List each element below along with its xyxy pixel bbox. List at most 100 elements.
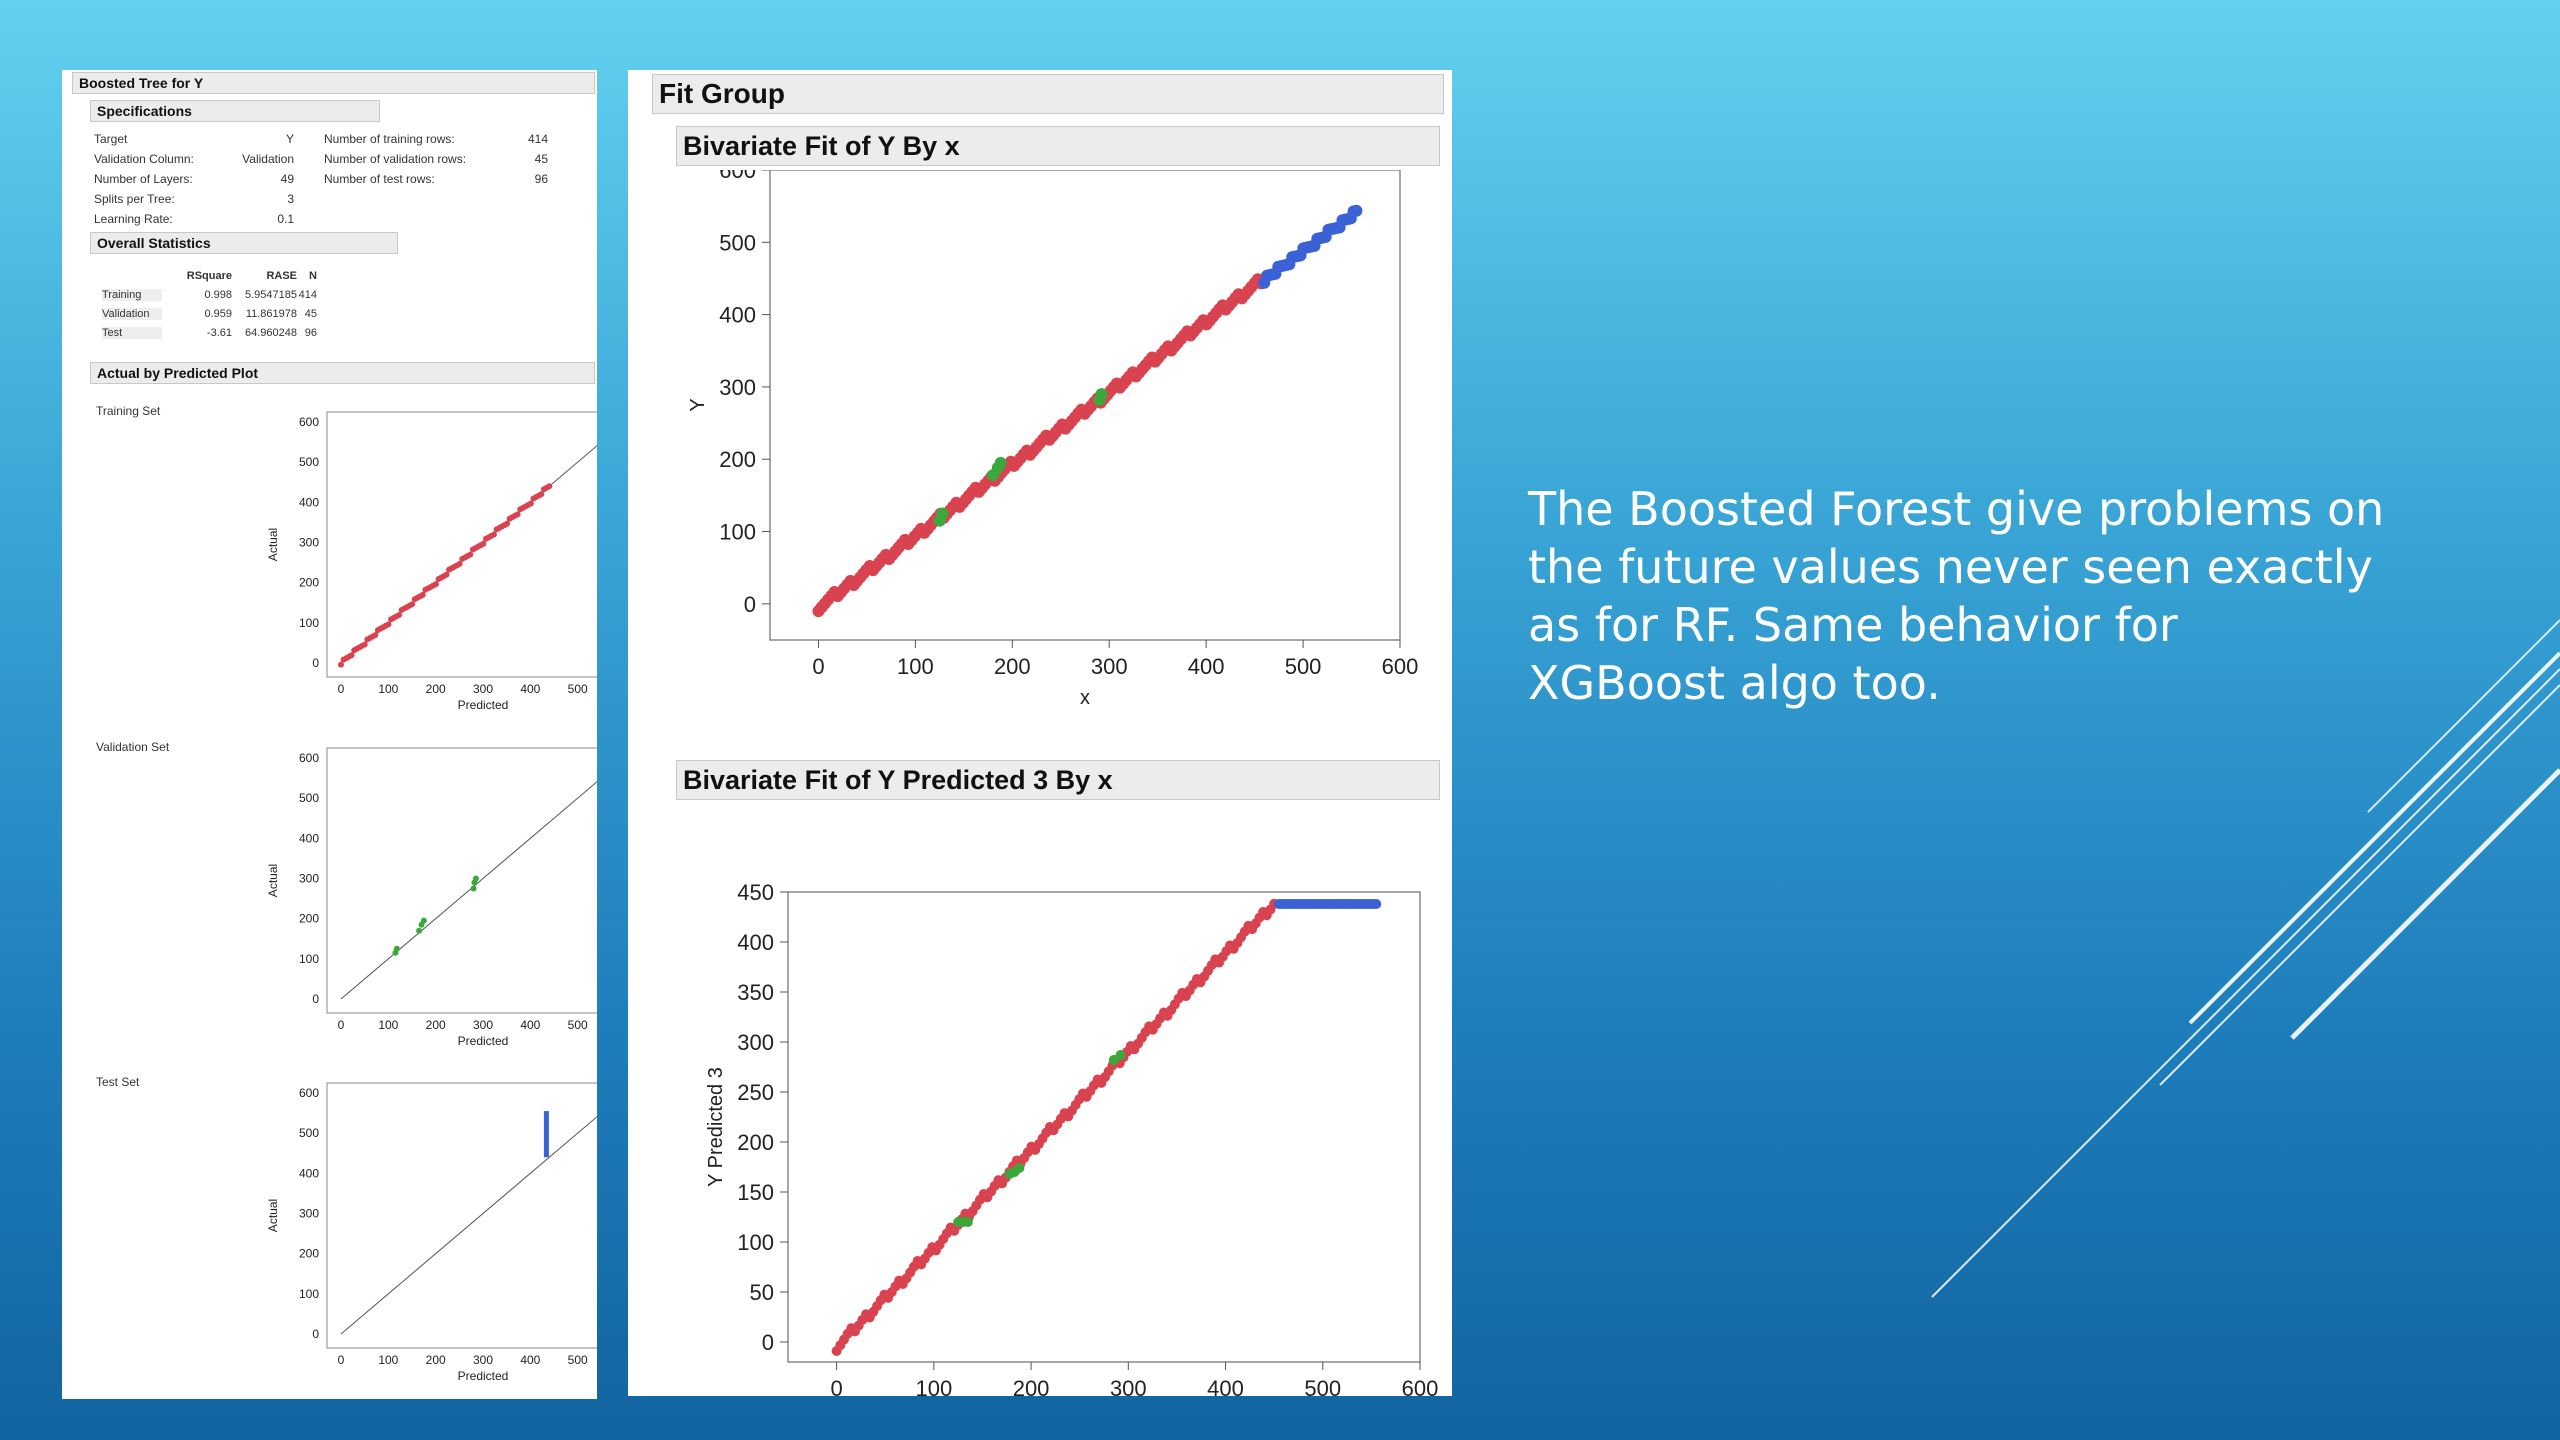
x-tick-label: 0: [338, 682, 345, 696]
data-point: [1115, 1050, 1126, 1060]
fit-group-title[interactable]: Fit Group: [652, 74, 1444, 114]
y-tick-label: 0: [762, 1330, 774, 1355]
stats-cell: 64.960248: [245, 327, 297, 339]
y-tick-label: 500: [299, 455, 319, 469]
stats-column-header: RSquare: [186, 270, 232, 282]
x-tick-label: 500: [1304, 1376, 1341, 1396]
spec-value: Y: [285, 132, 294, 146]
y-tick-label: 200: [299, 912, 319, 926]
diagonal-line: [340, 781, 597, 1000]
actual-by-predicted-plot: 00100100200200300300400400500500600600Pr…: [266, 747, 597, 1048]
stats-column-header: N: [309, 270, 317, 282]
y-tick-label: 300: [737, 1030, 774, 1055]
data-point: [962, 1217, 973, 1227]
x-tick-label: 400: [1188, 654, 1225, 679]
x-tick-label: 400: [520, 1018, 540, 1032]
slide-body-text: The Boosted Forest give problems on the …: [1528, 482, 2385, 710]
x-tick-label: 100: [897, 654, 934, 679]
x-tick-label: 100: [378, 1018, 398, 1032]
x-tick-label: 100: [378, 1353, 398, 1367]
spec-label: Learning Rate:: [94, 212, 173, 226]
y-axis-label: Actual: [266, 1199, 280, 1232]
spec-value: 49: [280, 172, 294, 186]
x-tick-label: 300: [473, 682, 493, 696]
data-point: [470, 885, 477, 892]
data-point: [385, 621, 392, 628]
spec-label: Number of training rows:: [324, 132, 455, 146]
actual-by-predicted-header[interactable]: Actual by Predicted Plot: [90, 362, 595, 384]
plot1-title[interactable]: Bivariate Fit of Y By x: [676, 126, 1440, 166]
plot-set-label: Test Set: [96, 1075, 140, 1089]
spec-value: 45: [534, 152, 548, 166]
plot-set-label: Training Set: [96, 404, 161, 418]
y-tick-label: 250: [737, 1080, 774, 1105]
stats-cell: 11.861978: [245, 308, 297, 320]
report-title[interactable]: Boosted Tree for Y: [72, 72, 595, 94]
plot-set-label: Validation Set: [96, 740, 170, 754]
x-tick-label: 200: [426, 682, 446, 696]
y-axis-label: Actual: [266, 528, 280, 561]
stats-cell: 45: [304, 308, 317, 320]
fit-group-report: Fit Group Bivariate Fit of Y By x Bivari…: [628, 70, 1452, 1396]
x-tick-label: 300: [473, 1018, 493, 1032]
stats-row-label: Training: [102, 289, 162, 301]
y-tick-label: 0: [312, 992, 319, 1006]
data-point: [338, 661, 344, 668]
y-tick-label: 300: [299, 1207, 319, 1221]
y-tick-label: 100: [719, 520, 756, 545]
x-tick-label: 600: [1382, 654, 1419, 679]
y-tick-label: 200: [737, 1130, 774, 1155]
plot2-title[interactable]: Bivariate Fit of Y Predicted 3 By x: [676, 760, 1440, 800]
y-tick-label: 200: [299, 1247, 319, 1261]
data-point: [490, 531, 497, 538]
spec-value: 0.1: [277, 212, 294, 226]
plot-frame: [326, 747, 597, 1014]
x-axis-label: Predicted: [458, 698, 509, 712]
y-tick-label: 400: [737, 930, 774, 955]
data-point: [348, 652, 355, 659]
data-point: [420, 917, 427, 924]
y-tick-label: 400: [299, 1166, 319, 1180]
y-axis-label: Y Predicted 3: [705, 1067, 727, 1187]
data-point: [472, 875, 479, 882]
x-tick-label: 300: [473, 1353, 493, 1367]
data-point: [1014, 1163, 1025, 1173]
y-tick-label: 600: [299, 1086, 319, 1100]
y-tick-label: 450: [737, 880, 774, 905]
spec-label: Splits per Tree:: [94, 192, 175, 206]
data-point: [467, 551, 474, 558]
x-tick-label: 0: [338, 1353, 345, 1367]
actual-by-predicted-plot: 00100100200200300300400400500500600600Pr…: [266, 411, 597, 712]
data-point: [456, 560, 463, 567]
y-tick-label: 500: [719, 230, 756, 255]
x-tick-label: 500: [1285, 654, 1322, 679]
x-tick-label: 600: [1402, 1376, 1439, 1396]
specifications-header[interactable]: Specifications: [90, 100, 380, 122]
spec-value: 96: [534, 172, 548, 186]
y-tick-label: 200: [719, 447, 756, 472]
stats-cell: 0.998: [204, 289, 232, 301]
spec-value: 414: [527, 132, 548, 146]
x-tick-label: 400: [1207, 1376, 1244, 1396]
y-tick-label: 0: [744, 592, 756, 617]
y-tick-label: 300: [719, 375, 756, 400]
stats-cell: -3.61: [206, 327, 232, 339]
bivariate-fit-y-by-x-chart: 0 100 200 300 400 500 600 0 100 200 300 400 500 600 x Y: [687, 170, 1419, 709]
data-point: [514, 511, 521, 518]
spec-label: Number of test rows:: [324, 172, 435, 186]
x-tick-label: 500: [568, 1353, 588, 1367]
x-tick-label: 300: [1091, 654, 1128, 679]
x-tick-label: 200: [426, 1353, 446, 1367]
x-tick-label: 200: [426, 1018, 446, 1032]
x-axis-label: Predicted: [458, 1034, 509, 1048]
y-tick-label: 600: [299, 751, 319, 765]
x-tick-label: 0: [830, 1376, 842, 1396]
x-axis-label: Predicted: [458, 1369, 509, 1383]
test-points: [543, 1111, 549, 1158]
overall-statistics-header[interactable]: Overall Statistics: [90, 232, 398, 254]
data-point: [538, 491, 545, 498]
y-tick-label: 500: [299, 1126, 319, 1140]
plot-frame: [326, 1082, 597, 1349]
plot-frame: [326, 411, 597, 678]
